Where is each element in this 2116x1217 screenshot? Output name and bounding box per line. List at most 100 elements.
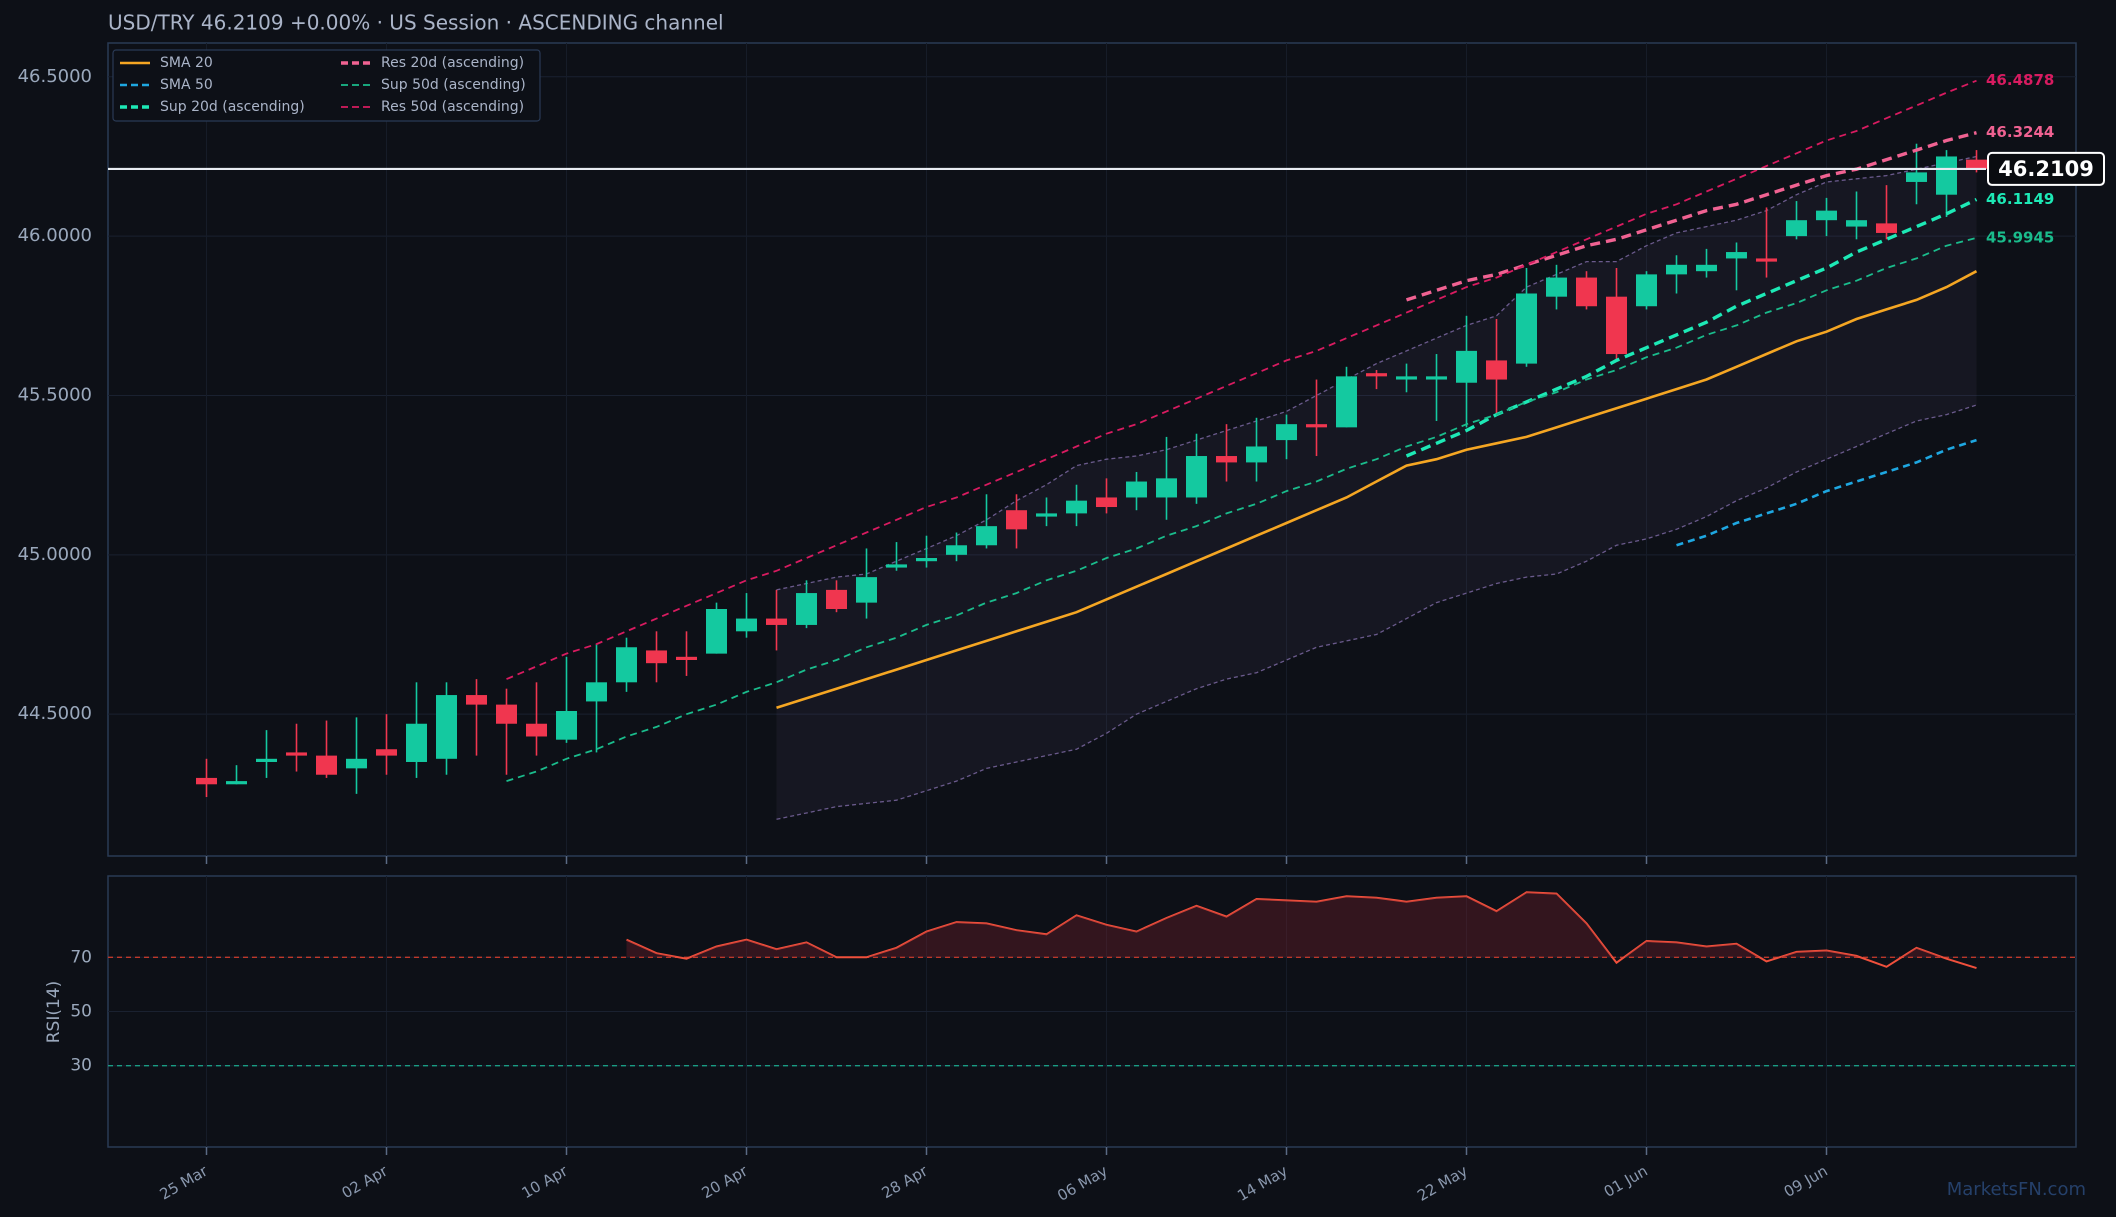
series-line — [776, 270, 1978, 710]
y-tick-label: 44.5000 — [18, 703, 92, 724]
price-label-box — [1987, 151, 2105, 186]
candle-body — [916, 558, 937, 562]
candle-body — [196, 777, 217, 785]
candle-body — [706, 609, 727, 654]
candle-body — [676, 656, 697, 661]
candle-body — [466, 695, 487, 705]
series-line — [1676, 438, 1977, 547]
candle-body — [826, 589, 847, 610]
y-tick-label: 50 — [70, 1002, 92, 1022]
rsi-line — [626, 891, 1977, 970]
y-tick-label: 46.0000 — [18, 225, 92, 246]
chart-title: USD/TRY 46.2109 +0.00% · US Session · AS… — [108, 11, 724, 35]
candle-body — [1516, 293, 1537, 364]
candle-body — [976, 526, 997, 546]
candle-body — [586, 682, 607, 702]
band-fill — [776, 156, 1977, 820]
legend-label: Res 20d (ascending) — [381, 55, 524, 71]
candle-body — [226, 781, 247, 785]
candle-body — [1546, 277, 1567, 297]
band-line — [776, 155, 1977, 591]
legend-box — [112, 49, 541, 122]
candle-body — [886, 564, 907, 568]
candle-body — [1186, 456, 1207, 498]
candle-body — [526, 723, 547, 737]
candle-body — [286, 752, 307, 756]
legend-label: Sup 20d (ascending) — [160, 99, 305, 115]
candle-body — [376, 749, 397, 756]
candle-body — [1036, 513, 1057, 517]
candle-body — [1606, 296, 1627, 355]
y-tick-label: 46.5000 — [18, 66, 92, 87]
candle-body — [1846, 220, 1867, 227]
y-tick-label: 45.5000 — [18, 384, 92, 405]
plot-layer — [108, 876, 2076, 1147]
watermark: MarketsFN.com — [1947, 1179, 2086, 1200]
candle-body — [1486, 360, 1507, 380]
candle-body — [1096, 497, 1117, 508]
candle-body — [1246, 446, 1267, 463]
candle-body — [1876, 223, 1897, 233]
series-line — [506, 237, 1977, 782]
candle-body — [406, 723, 427, 762]
candle-body — [1966, 159, 1987, 169]
candle-body — [1216, 456, 1237, 463]
candle-body — [1576, 277, 1597, 307]
main-panel — [107, 42, 2077, 857]
candle-body — [1006, 510, 1027, 530]
band-line — [776, 404, 1977, 820]
candle-body — [1756, 258, 1777, 262]
candle-body — [1366, 373, 1387, 377]
candle-body — [1066, 500, 1087, 514]
candle-body — [1906, 172, 1927, 182]
series-line — [1405, 131, 1977, 302]
end-label: 46.1149 — [1986, 190, 2054, 208]
candle-body — [856, 577, 877, 603]
candle-body — [1456, 350, 1477, 383]
candle-body — [1126, 481, 1147, 498]
candle-body — [646, 650, 667, 664]
candle-body — [1696, 264, 1717, 272]
legend-label: Res 50d (ascending) — [381, 99, 524, 115]
y-tick-label: 30 — [70, 1056, 92, 1076]
candle-body — [1636, 274, 1657, 307]
legend-label: SMA 20 — [160, 55, 213, 71]
candle-body — [1306, 424, 1327, 428]
end-label: 46.4878 — [1986, 71, 2054, 89]
candle-body — [436, 695, 457, 759]
legend-label: Sup 50d (ascending) — [381, 77, 526, 93]
candle-body — [496, 704, 517, 724]
candle-body — [556, 710, 577, 740]
candle-body — [1426, 376, 1447, 380]
candle-body — [1666, 264, 1687, 275]
candle-body — [1816, 210, 1837, 221]
price-label: 46.2109 — [1998, 157, 2094, 181]
candle-body — [1936, 156, 1957, 195]
candle-body — [1156, 478, 1177, 498]
y-tick-label: 70 — [70, 947, 92, 967]
end-label: 46.3244 — [1986, 123, 2054, 141]
candle-body — [346, 758, 367, 769]
candle-body — [616, 647, 637, 683]
candle-body — [316, 755, 337, 775]
rsi-fill — [626, 892, 1977, 958]
plot-layer — [108, 43, 2076, 856]
candle-body — [946, 545, 967, 555]
series-line — [506, 79, 1977, 680]
legend-label: SMA 50 — [160, 77, 213, 93]
y-axis-label: RSI(14) — [44, 981, 64, 1044]
candle-body — [256, 758, 277, 762]
y-tick-label: 45.0000 — [18, 544, 92, 565]
candle-body — [796, 593, 817, 625]
end-label: 45.9945 — [1986, 228, 2054, 246]
candle-body — [1336, 376, 1357, 428]
candle-body — [736, 618, 757, 632]
candle-body — [1786, 220, 1807, 237]
fill-layer — [626, 892, 1977, 958]
candle-body — [1726, 252, 1747, 259]
candle-body — [1396, 376, 1417, 380]
candle-body — [1276, 424, 1297, 441]
